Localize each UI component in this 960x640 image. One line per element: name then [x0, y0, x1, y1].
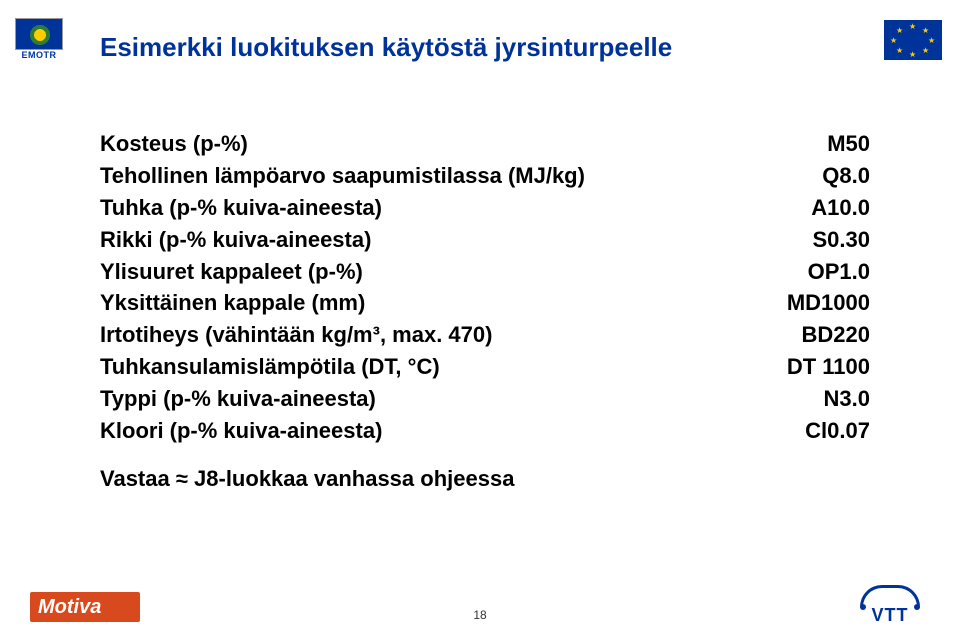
table-row: Rikki (p-% kuiva-aineesta) S0.30	[100, 224, 870, 256]
row-value: A10.0	[811, 192, 870, 224]
table-row: Kosteus (p-%) M50	[100, 128, 870, 160]
emotr-label: EMOTR	[12, 50, 66, 60]
row-label: Yksittäinen kappale (mm)	[100, 287, 365, 319]
eu-flag-icon: ★ ★ ★ ★ ★ ★ ★ ★	[884, 20, 942, 60]
row-label: Tehollinen lämpöarvo saapumistilassa (MJ…	[100, 160, 585, 192]
row-label: Typpi (p-% kuiva-aineesta)	[100, 383, 376, 415]
row-value: N3.0	[824, 383, 870, 415]
emotr-flag-icon	[15, 18, 63, 50]
table-row: Tuhkansulamislämpötila (DT, °C) DT 1100	[100, 351, 870, 383]
row-label: Kloori (p-% kuiva-aineesta)	[100, 415, 382, 447]
table-row: Irtotiheys (vähintään kg/m³, max. 470) B…	[100, 319, 870, 351]
table-row: Typpi (p-% kuiva-aineesta) N3.0	[100, 383, 870, 415]
row-value: Cl0.07	[805, 415, 870, 447]
motiva-logo: Motiva	[30, 592, 140, 622]
row-value: Q8.0	[822, 160, 870, 192]
table-row: Kloori (p-% kuiva-aineesta) Cl0.07	[100, 415, 870, 447]
vtt-logo: VTT	[850, 585, 930, 626]
row-value: M50	[827, 128, 870, 160]
page-number: 18	[473, 608, 486, 622]
row-value: DT 1100	[787, 351, 870, 383]
table-row: Tehollinen lämpöarvo saapumistilassa (MJ…	[100, 160, 870, 192]
row-value: S0.30	[813, 224, 871, 256]
row-value: OP1.0	[808, 256, 870, 288]
table-row: Ylisuuret kappaleet (p-%) OP1.0	[100, 256, 870, 288]
row-label: Kosteus (p-%)	[100, 128, 248, 160]
row-value: MD1000	[787, 287, 870, 319]
row-label: Tuhka (p-% kuiva-aineesta)	[100, 192, 382, 224]
page-title: Esimerkki luokituksen käytöstä jyrsintur…	[100, 32, 672, 63]
row-label: Tuhkansulamislämpötila (DT, °C)	[100, 351, 440, 383]
emotr-logo: EMOTR	[12, 18, 66, 60]
properties-table: Kosteus (p-%) M50 Tehollinen lämpöarvo s…	[100, 128, 870, 447]
row-value: BD220	[802, 319, 870, 351]
table-row: Yksittäinen kappale (mm) MD1000	[100, 287, 870, 319]
table-row: Tuhka (p-% kuiva-aineesta) A10.0	[100, 192, 870, 224]
vtt-arc-icon	[860, 585, 920, 607]
row-label: Irtotiheys (vähintään kg/m³, max. 470)	[100, 319, 492, 351]
row-label: Rikki (p-% kuiva-aineesta)	[100, 224, 371, 256]
row-label: Ylisuuret kappaleet (p-%)	[100, 256, 363, 288]
footer-note: Vastaa ≈ J8-luokkaa vanhassa ohjeessa	[100, 466, 514, 492]
